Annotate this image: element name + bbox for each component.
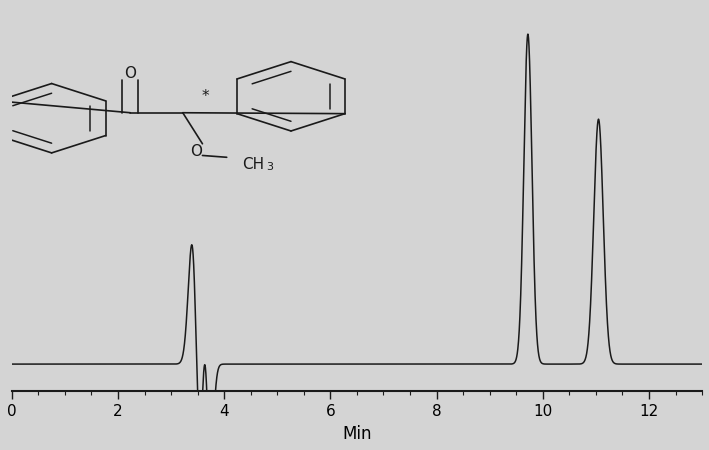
Text: *: * [202,89,210,104]
Text: O: O [190,144,202,158]
Text: O: O [124,66,136,81]
Text: CH: CH [242,157,264,172]
Text: 3: 3 [266,162,273,172]
X-axis label: Min: Min [342,425,372,443]
